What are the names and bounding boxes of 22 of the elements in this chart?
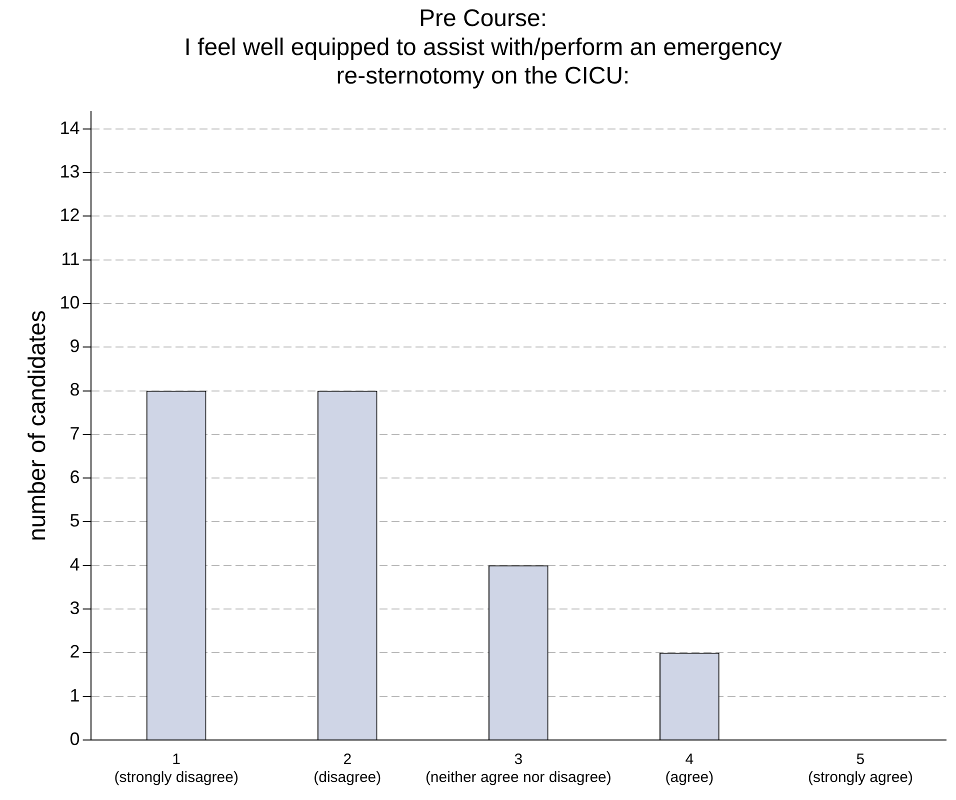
y-tick-label: 11 [61, 248, 80, 269]
y-tick-label: 7 [70, 423, 80, 444]
x-tick-label: 1 (strongly disagree) [114, 751, 238, 786]
y-tick-label: 0 [70, 728, 80, 749]
x-tick-label: 2 (disagree) [314, 751, 382, 786]
x-tick-label: 3 (neither agree nor disagree) [425, 751, 612, 786]
y-tick-label: 3 [70, 598, 80, 618]
y-tick-label: 1 [70, 685, 80, 706]
y-tick-label: 9 [70, 336, 80, 356]
x-tick-label: 4 (agree) [665, 751, 714, 786]
chart-title: Pre Course: I feel well equipped to assist with/perform an emergency re-sternotomy on the CICU: [184, 5, 782, 90]
x-tick-label: 5 (strongly agree) [808, 751, 914, 786]
y-tick-label: 4 [70, 554, 80, 574]
y-tick-label: 14 [60, 118, 80, 138]
y-tick-label: 12 [60, 205, 80, 226]
y-tick-label: 8 [70, 380, 80, 400]
y-tick-label: 6 [70, 467, 80, 488]
y-tick-label: 2 [70, 642, 80, 662]
y-axis-title: number of candidates [24, 310, 52, 542]
y-tick-label: 5 [70, 510, 80, 531]
y-tick-label: 13 [60, 161, 80, 182]
y-tick-label: 10 [60, 292, 80, 312]
